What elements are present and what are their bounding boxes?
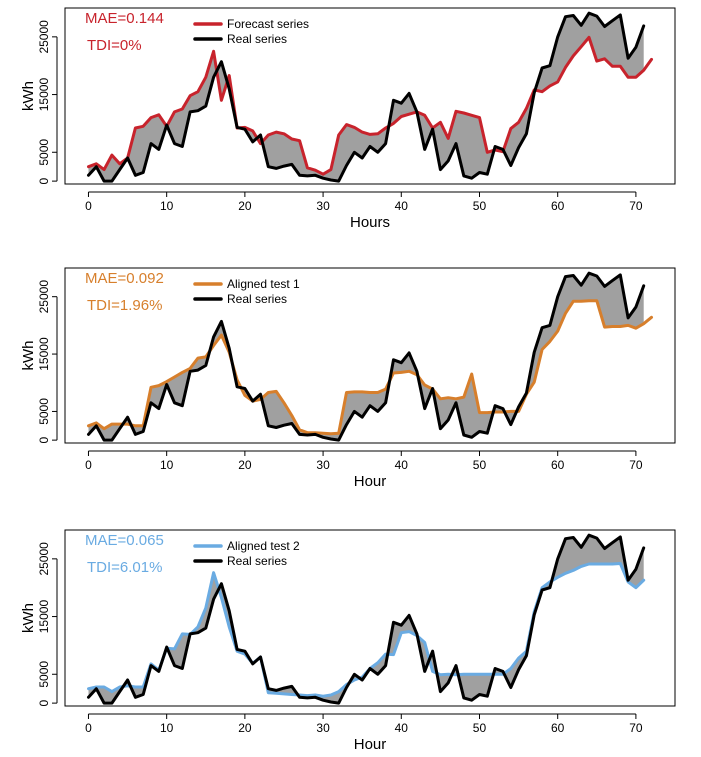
x-tick-label: 40 [395, 721, 409, 735]
x-axis-title: Hour [354, 473, 387, 490]
x-tick-label: 20 [238, 721, 252, 735]
real-series-line [87, 11, 646, 183]
y-tick-label: 15000 [37, 78, 51, 112]
x-tick-label: 60 [551, 199, 565, 213]
x-tick-label: 70 [629, 721, 643, 735]
x-tick-label: 30 [316, 199, 330, 213]
difference-area [88, 13, 644, 182]
x-tick-label: 40 [395, 458, 409, 472]
y-tick-label: 25000 [37, 20, 51, 54]
legend-label: Real series [227, 292, 287, 306]
tdi-label: TDI=1.96% [87, 297, 162, 314]
y-axis-title: kWh [20, 81, 37, 111]
x-tick-label: 10 [160, 721, 174, 735]
x-tick-label: 60 [551, 721, 565, 735]
mae-label: MAE=0.092 [85, 270, 164, 287]
x-tick-label: 60 [551, 458, 565, 472]
legend-label: Real series [227, 32, 287, 46]
difference-area [88, 273, 644, 441]
x-tick-label: 20 [238, 199, 252, 213]
y-tick-label: 25000 [37, 280, 51, 314]
y-axis-title: kWh [20, 341, 37, 371]
y-tick-label: 15000 [37, 600, 51, 634]
chart-panel-1: 0 10 20 30 40 50 60 70 Hours 0 5000 15000 25000 kWh MA… [20, 7, 676, 231]
plot-frame [64, 529, 676, 707]
y-tick-label: 5000 [37, 398, 51, 425]
difference-area [88, 535, 644, 704]
x-tick-label: 50 [473, 721, 487, 735]
tdi-label: TDI=6.01% [87, 559, 162, 576]
x-tick-label: 0 [85, 199, 92, 213]
x-tick-label: 50 [473, 458, 487, 472]
real-series-line [87, 533, 646, 705]
model-series-line [87, 35, 653, 176]
x-tick-label: 30 [316, 721, 330, 735]
model-series-line [87, 299, 653, 436]
x-tick-label: 10 [160, 199, 174, 213]
x-tick-label: 10 [160, 458, 174, 472]
legend-label: Real series [227, 554, 287, 568]
y-tick-label: 0 [37, 436, 51, 443]
chart-panel-3: 0 10 20 30 40 50 60 70 Hour 0 5000 15000 25000 kWh MAE… [20, 529, 676, 753]
x-tick-label: 0 [85, 721, 92, 735]
x-axis-title: Hours [350, 214, 390, 231]
y-axis-title: kWh [20, 603, 37, 633]
x-tick-label: 70 [629, 458, 643, 472]
x-tick-label: 30 [316, 458, 330, 472]
x-tick-label: 20 [238, 458, 252, 472]
legend-label: Forecast series [227, 17, 309, 31]
y-tick-label: 25000 [37, 542, 51, 576]
tdi-label: TDI=0% [87, 37, 142, 54]
real-series-line [87, 271, 646, 442]
x-axis-title: Hour [354, 736, 387, 753]
legend-label: Aligned test 1 [227, 277, 300, 291]
chart-panel-2: 0 10 20 30 40 50 60 70 Hour 0 5000 15000 25000 kWh MAE… [20, 267, 676, 490]
mae-label: MAE=0.144 [85, 10, 164, 27]
y-tick-label: 0 [37, 699, 51, 706]
plot-frame [64, 267, 676, 444]
x-tick-label: 70 [629, 199, 643, 213]
legend-label: Aligned test 2 [227, 539, 300, 553]
y-tick-label: 15000 [37, 337, 51, 371]
x-tick-label: 40 [395, 199, 409, 213]
y-tick-label: 5000 [37, 139, 51, 166]
plot-frame [64, 7, 676, 185]
x-tick-label: 50 [473, 199, 487, 213]
mae-label: MAE=0.065 [85, 532, 164, 549]
y-tick-label: 5000 [37, 661, 51, 688]
y-tick-label: 0 [37, 177, 51, 184]
x-tick-label: 0 [85, 458, 92, 472]
